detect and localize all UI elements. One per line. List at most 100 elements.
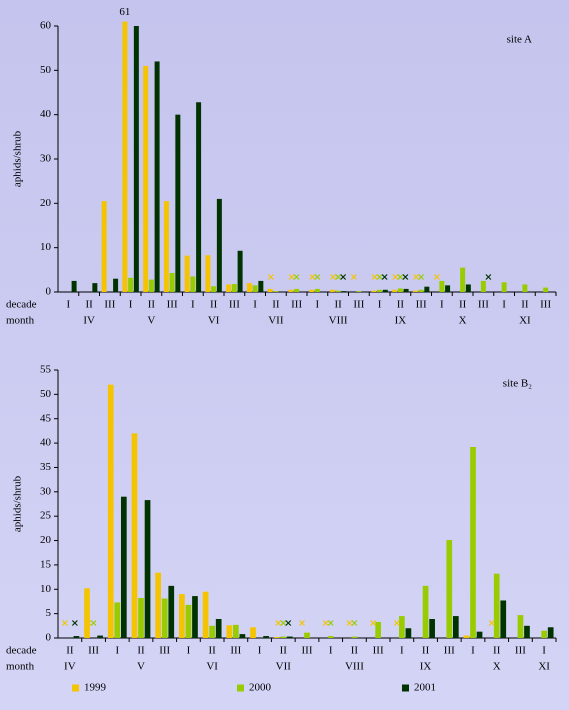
legend-swatch: [402, 684, 409, 692]
bar: [517, 615, 524, 638]
bar: [309, 289, 315, 292]
x-tick-label: III: [353, 299, 364, 311]
bar: [377, 289, 383, 292]
bar: [543, 287, 549, 292]
bar: [185, 604, 192, 638]
cross-marker: [71, 620, 78, 626]
bar: [476, 631, 483, 638]
bar: [547, 627, 554, 638]
cross-marker: [280, 620, 287, 626]
bar: [392, 289, 398, 292]
bar: [231, 284, 237, 292]
row-label: decade: [6, 299, 37, 311]
legend-swatch: [237, 684, 244, 692]
x-tick-label: II: [280, 645, 288, 657]
x-tick-label: II: [272, 299, 280, 311]
bar: [163, 201, 169, 292]
x-tick-label: I: [471, 645, 475, 657]
month-label: VIII: [329, 315, 348, 327]
x-tick-label: III: [540, 299, 551, 311]
bar: [382, 289, 388, 292]
x-tick-label: III: [444, 645, 455, 657]
x-tick-label: III: [229, 299, 240, 311]
month-label: V: [137, 661, 145, 673]
x-tick-label: III: [291, 299, 302, 311]
month-label: VII: [276, 661, 292, 673]
bar: [120, 496, 127, 638]
x-tick-label: I: [258, 645, 262, 657]
bar: [133, 26, 139, 292]
month-label: IV: [64, 661, 76, 673]
cross-marker: [402, 274, 409, 280]
row-label: month: [6, 315, 35, 327]
bar: [233, 624, 239, 638]
month-label: XI: [519, 315, 531, 327]
bar: [524, 625, 530, 638]
x-tick-label: III: [230, 645, 241, 657]
y-tick-label: 30: [40, 485, 52, 497]
cross-marker: [314, 274, 321, 280]
x-tick-label: II: [208, 645, 216, 657]
cross-marker: [299, 620, 305, 626]
bar: [97, 635, 103, 638]
bar: [202, 591, 209, 638]
bar: [429, 618, 435, 638]
cross-marker: [433, 274, 440, 280]
bar: [460, 267, 466, 292]
cross-marker: [327, 620, 334, 626]
y-tick-label: 40: [40, 437, 52, 449]
y-tick-label: 0: [46, 286, 52, 298]
x-tick-label: I: [191, 299, 195, 311]
bar: [128, 277, 134, 292]
bar: [184, 255, 190, 292]
chart-title: site B₂: [503, 378, 532, 390]
bar: [273, 291, 279, 292]
x-tick-label: III: [167, 299, 178, 311]
bar: [73, 636, 80, 638]
bar: [250, 627, 256, 638]
bar: [371, 290, 377, 292]
y-tick-label: 50: [40, 388, 52, 400]
bar: [239, 634, 246, 638]
y-tick-label: 25: [40, 510, 52, 522]
cross-marker: [285, 620, 292, 626]
cross-marker: [392, 274, 399, 280]
bar: [237, 250, 243, 292]
cross-marker: [413, 274, 420, 280]
y-tick-label: 60: [40, 20, 52, 32]
month-label: VI: [208, 315, 220, 327]
x-tick-label: II: [85, 299, 93, 311]
cross-marker: [61, 620, 68, 626]
bar: [143, 65, 149, 293]
x-tick-label: I: [502, 299, 506, 311]
cross-marker: [322, 620, 329, 626]
month-label: IV: [83, 315, 95, 327]
bar: [211, 286, 217, 292]
cross-marker: [288, 274, 295, 280]
bar: [131, 433, 138, 638]
bar: [403, 288, 409, 292]
bar: [397, 288, 403, 292]
month-label: V: [147, 315, 155, 327]
bar: [84, 588, 90, 638]
bar: [446, 540, 453, 638]
bar: [71, 280, 77, 292]
bar: [286, 636, 293, 638]
bar: [148, 279, 154, 292]
bar: [252, 285, 258, 292]
x-tick-label: I: [187, 645, 191, 657]
x-tick-label: II: [422, 645, 430, 657]
bar: [101, 201, 107, 292]
bar: [258, 280, 264, 292]
cross-marker: [90, 620, 97, 626]
bar: [122, 21, 128, 293]
bar: [273, 637, 280, 638]
y-tick-label: 30: [40, 153, 52, 165]
cross-marker: [488, 620, 495, 626]
bar: [216, 198, 222, 292]
x-tick-label: I: [378, 299, 382, 311]
bar: [463, 635, 470, 638]
cross-marker: [340, 274, 347, 280]
bar: [288, 289, 294, 292]
bar: [113, 278, 119, 292]
